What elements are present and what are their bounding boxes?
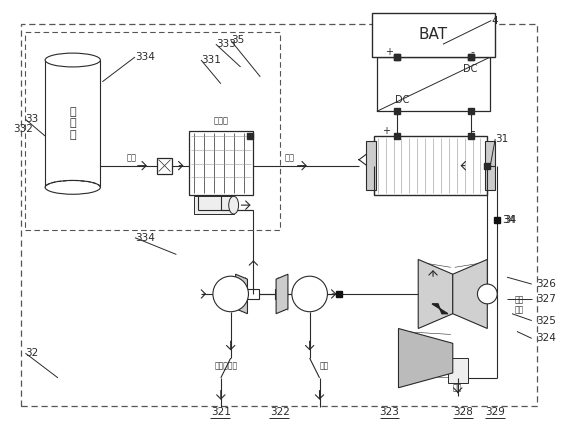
Bar (366, 141, 376, 190)
Text: 324: 324 (535, 333, 556, 343)
Polygon shape (418, 260, 453, 329)
Bar (372, 12, 495, 57)
Text: 甲醇: 甲醇 (127, 153, 137, 162)
Text: 内燃机尾气: 内燃机尾气 (214, 362, 237, 371)
Text: 34: 34 (502, 215, 516, 225)
Text: 325: 325 (535, 316, 556, 326)
Text: 34: 34 (504, 215, 516, 225)
Text: 327: 327 (535, 294, 556, 304)
Bar (247, 289, 259, 299)
Bar (189, 131, 254, 195)
Text: +: + (381, 126, 389, 136)
Circle shape (478, 284, 497, 304)
Ellipse shape (45, 53, 100, 67)
Bar (448, 358, 468, 383)
Text: 334: 334 (135, 233, 155, 243)
Text: 热交换: 热交换 (213, 117, 228, 126)
Circle shape (292, 276, 327, 312)
Text: 33: 33 (25, 114, 38, 124)
Text: 甲
醇
罐: 甲 醇 罐 (70, 106, 76, 140)
Polygon shape (432, 304, 448, 314)
Bar (25, 32, 280, 230)
Text: 32: 32 (25, 348, 38, 358)
Bar (194, 196, 234, 214)
Text: 氢气: 氢气 (285, 153, 295, 162)
Text: 329: 329 (485, 408, 505, 417)
Bar (275, 289, 287, 299)
Text: 空气: 空气 (453, 383, 462, 392)
Bar (374, 136, 487, 195)
Text: 331: 331 (201, 55, 221, 65)
Polygon shape (398, 329, 453, 388)
Text: 35: 35 (231, 35, 244, 45)
Text: DC: DC (462, 64, 477, 74)
Bar (486, 141, 495, 190)
Text: -: - (470, 124, 475, 138)
Text: 空气: 空气 (320, 362, 329, 371)
Text: 333: 333 (216, 39, 236, 49)
Text: -: - (470, 47, 474, 57)
Text: 321: 321 (211, 408, 231, 417)
Bar (377, 57, 490, 112)
Ellipse shape (45, 181, 100, 194)
Text: 328: 328 (453, 408, 473, 417)
Text: 334: 334 (135, 52, 155, 62)
Circle shape (213, 276, 248, 312)
Text: 326: 326 (535, 279, 556, 289)
Polygon shape (276, 274, 288, 314)
Text: 332: 332 (14, 124, 33, 134)
Polygon shape (453, 260, 487, 329)
Text: +: + (385, 47, 393, 57)
Text: 31: 31 (495, 134, 508, 144)
Bar (157, 158, 173, 174)
Polygon shape (235, 274, 247, 314)
Text: DC: DC (395, 94, 409, 105)
Ellipse shape (229, 196, 239, 214)
Text: BAT: BAT (418, 27, 448, 42)
Text: 4: 4 (491, 15, 498, 26)
Text: 323: 323 (379, 408, 398, 417)
Text: 322: 322 (270, 408, 290, 417)
Text: 压缩
空气: 压缩 空气 (514, 295, 524, 314)
